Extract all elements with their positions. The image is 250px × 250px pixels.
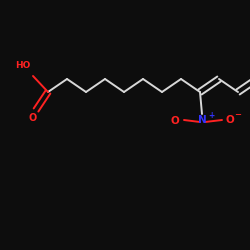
Text: +: + xyxy=(208,111,214,120)
Text: −: − xyxy=(234,110,241,120)
Text: O: O xyxy=(29,113,37,123)
Text: HO: HO xyxy=(14,61,30,70)
Text: O: O xyxy=(226,115,235,125)
Text: O: O xyxy=(170,116,179,126)
Text: N: N xyxy=(198,115,206,125)
